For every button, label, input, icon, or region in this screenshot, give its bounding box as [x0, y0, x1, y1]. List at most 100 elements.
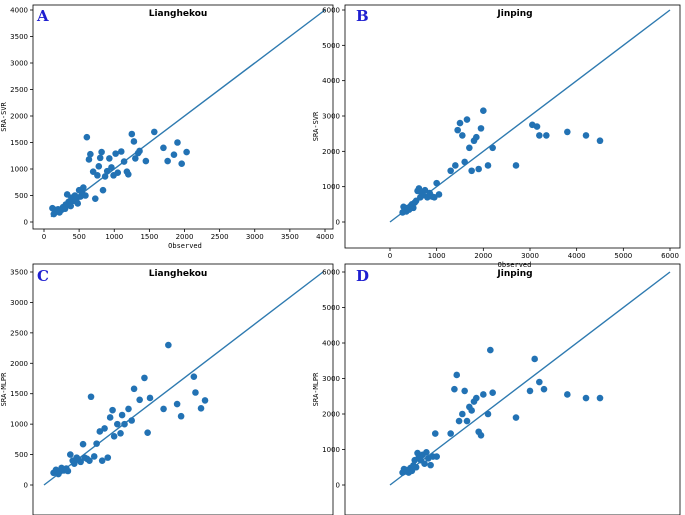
scatter-point [96, 154, 104, 162]
scatter-point [421, 460, 428, 468]
scatter-point [183, 148, 190, 156]
x-axis-label: Observed [498, 261, 532, 269]
y-axis-label: SRA-SVR [312, 111, 320, 141]
scatter-point [459, 132, 466, 139]
scatter-point [431, 430, 439, 437]
x-tick-label: 1500 [140, 233, 158, 241]
scatter-point [96, 428, 104, 435]
scatter-point [477, 432, 485, 439]
scatter-point [197, 405, 205, 412]
scatter-point [473, 394, 480, 402]
scatter-point [128, 417, 135, 424]
scatter-point [480, 107, 487, 114]
y-tick-label: 1000 [322, 446, 340, 454]
panel-title: Lianghekou [149, 9, 208, 19]
scatter-point [132, 155, 139, 162]
y-tick-label: 2500 [10, 329, 28, 337]
scatter-point [452, 162, 459, 169]
scatter-point [94, 172, 101, 179]
scatter-point [536, 378, 543, 386]
scatter-point [160, 405, 167, 413]
scatter-point [141, 374, 148, 382]
scatter-point [484, 162, 492, 169]
scatter-point [477, 125, 485, 132]
scatter-point [85, 156, 93, 163]
scatter-point [136, 396, 143, 404]
scatter-point [582, 394, 590, 402]
scatter-point [582, 132, 590, 139]
y-tick-label: 2000 [322, 148, 340, 156]
scatter-point [177, 412, 185, 420]
scatter-point [412, 463, 420, 471]
scatter-point [99, 186, 107, 194]
scatter-point [79, 440, 87, 448]
scatter-point [91, 195, 99, 202]
scatter-point [596, 137, 604, 145]
scatter-point [475, 165, 482, 173]
scatter-point [543, 132, 550, 139]
scatter-point [64, 467, 72, 475]
scatter-point [536, 132, 543, 139]
one-to-one-line [43, 271, 324, 486]
scatter-point [114, 420, 121, 428]
scatter-point [165, 341, 172, 349]
scatter-point [512, 414, 520, 421]
x-tick-label: 6000 [661, 252, 679, 260]
panel-letter: B [356, 7, 369, 25]
panel-d: 0100020003000400050006000010002000300040… [312, 263, 681, 515]
scatter-point [74, 200, 82, 207]
panel-a: 0 500 1000 1500 2000 2500 3000 3500 4000 0 500 1000… [0, 4, 334, 250]
scatter-point [423, 449, 430, 456]
y-tick-label: 0 [336, 219, 340, 227]
scatter-point [463, 116, 471, 123]
scatter-point [112, 150, 119, 157]
scatter-point [466, 144, 473, 152]
scatter-point [67, 202, 74, 210]
x-tick-label: 0 [388, 252, 392, 260]
scatter-point [564, 128, 571, 136]
panel-letter: A [36, 7, 49, 25]
scatter-point [540, 385, 548, 393]
scatter-point [90, 453, 98, 460]
scatter-point [136, 147, 143, 155]
axes-frame [344, 263, 681, 515]
scatter-point [93, 440, 100, 447]
x-tick-label: 5000 [614, 252, 632, 260]
scatter-point [451, 385, 458, 393]
scatter-point [468, 407, 475, 414]
scatter-point [106, 155, 113, 162]
panel-title: Jinping [496, 269, 532, 279]
y-tick-label: 1500 [10, 390, 28, 398]
y-tick-label: 4000 [322, 340, 340, 348]
panel-c: 0500100015002000250030003500050010001500… [0, 263, 334, 515]
scatter-point [201, 397, 209, 404]
x-tick-label: 3000 [521, 252, 539, 260]
scatter-point [110, 433, 118, 440]
x-tick-label: 3500 [281, 233, 299, 241]
scatter-point [125, 171, 132, 178]
scatter-point [164, 157, 171, 165]
y-tick-label: 3000 [322, 113, 340, 121]
y-tick-label: 5000 [322, 42, 340, 50]
scatter-point [453, 371, 461, 379]
scatter-point [101, 173, 109, 180]
scatter-point [130, 138, 138, 145]
x-tick-label: 4000 [568, 252, 586, 260]
scatter-point [104, 454, 112, 461]
x-tick-label: 2000 [474, 252, 492, 260]
scatter-point [473, 133, 480, 141]
x-tick-label: 1000 [105, 233, 123, 241]
scatter-point [114, 169, 122, 177]
scatter-point [433, 179, 440, 187]
y-tick-label: 3500 [10, 269, 28, 277]
scatter-point [531, 355, 538, 363]
scatter-point [146, 394, 154, 402]
y-tick-label: 5000 [322, 304, 340, 312]
scatter-point [144, 429, 151, 436]
scatter-point [174, 139, 181, 146]
y-tick-label: 6000 [322, 7, 340, 15]
x-tick-label: 500 [72, 233, 85, 241]
y-tick-label: 2000 [322, 411, 340, 419]
scatter-point [459, 410, 466, 418]
